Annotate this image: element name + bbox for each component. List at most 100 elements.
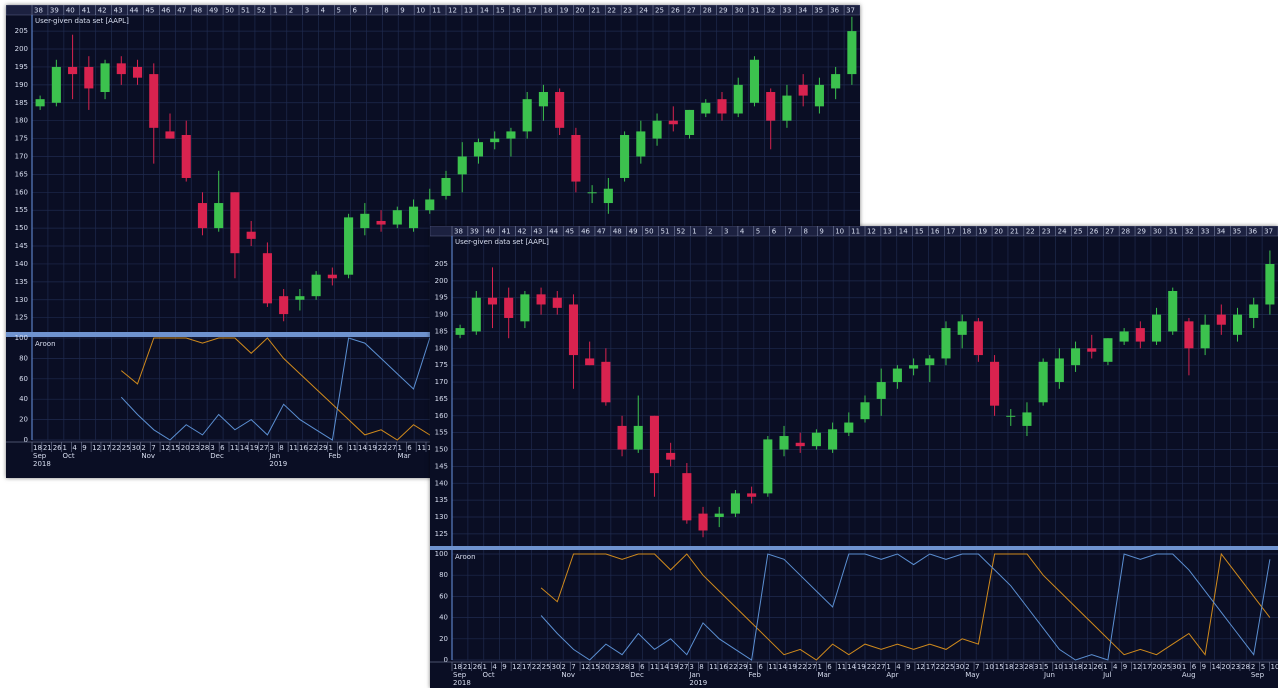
candle-body (798, 84, 808, 96)
y-tick-label: 165 (15, 170, 28, 178)
week-label: 19 (559, 7, 568, 15)
candle-body (1103, 338, 1113, 362)
month-label: Sep (1251, 671, 1265, 679)
year-label: 2019 (269, 460, 287, 468)
day-label: 1 (817, 663, 821, 671)
candle-body (814, 84, 824, 107)
day-label: 25 (122, 444, 131, 452)
candle-body (636, 131, 646, 157)
day-label: 14 (847, 663, 856, 671)
week-label: 46 (161, 7, 170, 15)
week-label: 11 (851, 228, 860, 236)
candle-body (84, 66, 94, 89)
week-label: 26 (671, 7, 680, 15)
day-label: 28 (1024, 663, 1033, 671)
y-tick-label: 40 (19, 395, 28, 403)
candle-body (506, 131, 516, 139)
week-label: 42 (98, 7, 107, 15)
panel-separator (430, 546, 1278, 550)
week-label: 24 (1058, 228, 1067, 236)
candle-body (455, 328, 465, 335)
y-tick-label: 145 (435, 462, 448, 470)
day-label: 6 (1192, 663, 1197, 671)
week-label: 45 (145, 7, 154, 15)
day-label: 22 (378, 444, 387, 452)
y-tick-label: 125 (435, 530, 448, 538)
y-tick-label: 200 (435, 277, 448, 285)
candle-body (181, 134, 191, 178)
y-tick-label: 170 (435, 378, 448, 386)
day-label: 16 (299, 444, 308, 452)
candle-body (327, 274, 337, 279)
day-label: 25 (542, 663, 551, 671)
day-label: 27 (680, 663, 689, 671)
y-tick-label: 80 (439, 571, 448, 579)
y-tick-label: 200 (15, 45, 28, 53)
day-label: 27 (808, 663, 817, 671)
month-label: Jun (1043, 671, 1055, 679)
week-label: 8 (803, 228, 807, 236)
week-label: 24 (639, 7, 648, 15)
day-label: 18 (1005, 663, 1014, 671)
day-label: 14 (358, 444, 367, 452)
day-label: 22 (729, 663, 738, 671)
day-label: 16 (719, 663, 728, 671)
y-tick-label: 165 (435, 395, 448, 403)
week-label: 7 (368, 7, 372, 15)
y-tick-label: 185 (15, 99, 28, 107)
week-label: 3 (724, 228, 728, 236)
week-label: 45 (565, 228, 574, 236)
day-label: 12 (161, 444, 170, 452)
candle-body (1216, 314, 1226, 325)
y-tick-label: 0 (444, 656, 448, 664)
day-label: 17 (1143, 663, 1152, 671)
week-label: 43 (114, 7, 123, 15)
week-label: 49 (629, 228, 638, 236)
candle-body (1249, 304, 1259, 318)
week-label: 1 (692, 228, 696, 236)
day-label: 4 (72, 444, 77, 452)
week-label: 3 (305, 7, 309, 15)
day-label: 15 (171, 444, 180, 452)
candle-body (100, 63, 110, 93)
day-label: 1 (886, 663, 890, 671)
day-label: 2 (1251, 663, 1255, 671)
candle-body (504, 297, 514, 318)
day-label: 1 (329, 444, 333, 452)
y-tick-label: 170 (15, 152, 28, 160)
day-label: 9 (82, 444, 86, 452)
week-label: 50 (225, 7, 234, 15)
y-tick-label: 205 (15, 27, 28, 35)
day-label: 28 (620, 663, 629, 671)
day-label: 19 (368, 444, 377, 452)
candle-body (246, 231, 256, 239)
y-tick-label: 100 (15, 334, 28, 342)
candle-body (749, 59, 760, 103)
week-label: 21 (1010, 228, 1019, 236)
day-label: 26 (53, 444, 62, 452)
day-label: 4 (896, 663, 901, 671)
week-label: 2 (708, 228, 712, 236)
y-tick-label: 145 (15, 242, 28, 250)
week-label: 36 (1248, 228, 1257, 236)
candle-body (295, 296, 305, 300)
candle-body (35, 99, 45, 107)
candle-body (844, 422, 854, 433)
candle-body (831, 74, 841, 89)
day-label: 12 (916, 663, 925, 671)
day-label: 12 (92, 444, 101, 452)
day-label: 18 (33, 444, 42, 452)
week-label: 35 (1232, 228, 1241, 236)
week-label: 20 (575, 7, 584, 15)
candle-body (230, 192, 240, 254)
aroon-line (540, 553, 1271, 661)
day-label: 10 (1054, 663, 1063, 671)
y-tick-label: 125 (15, 314, 28, 322)
candle-body (828, 429, 838, 450)
week-label: 1 (273, 7, 277, 15)
day-label: 18 (1074, 663, 1083, 671)
day-label: 1 (749, 663, 753, 671)
y-tick-label: 175 (435, 361, 448, 369)
month-label: Dec (630, 671, 644, 679)
candle-body (197, 203, 208, 229)
